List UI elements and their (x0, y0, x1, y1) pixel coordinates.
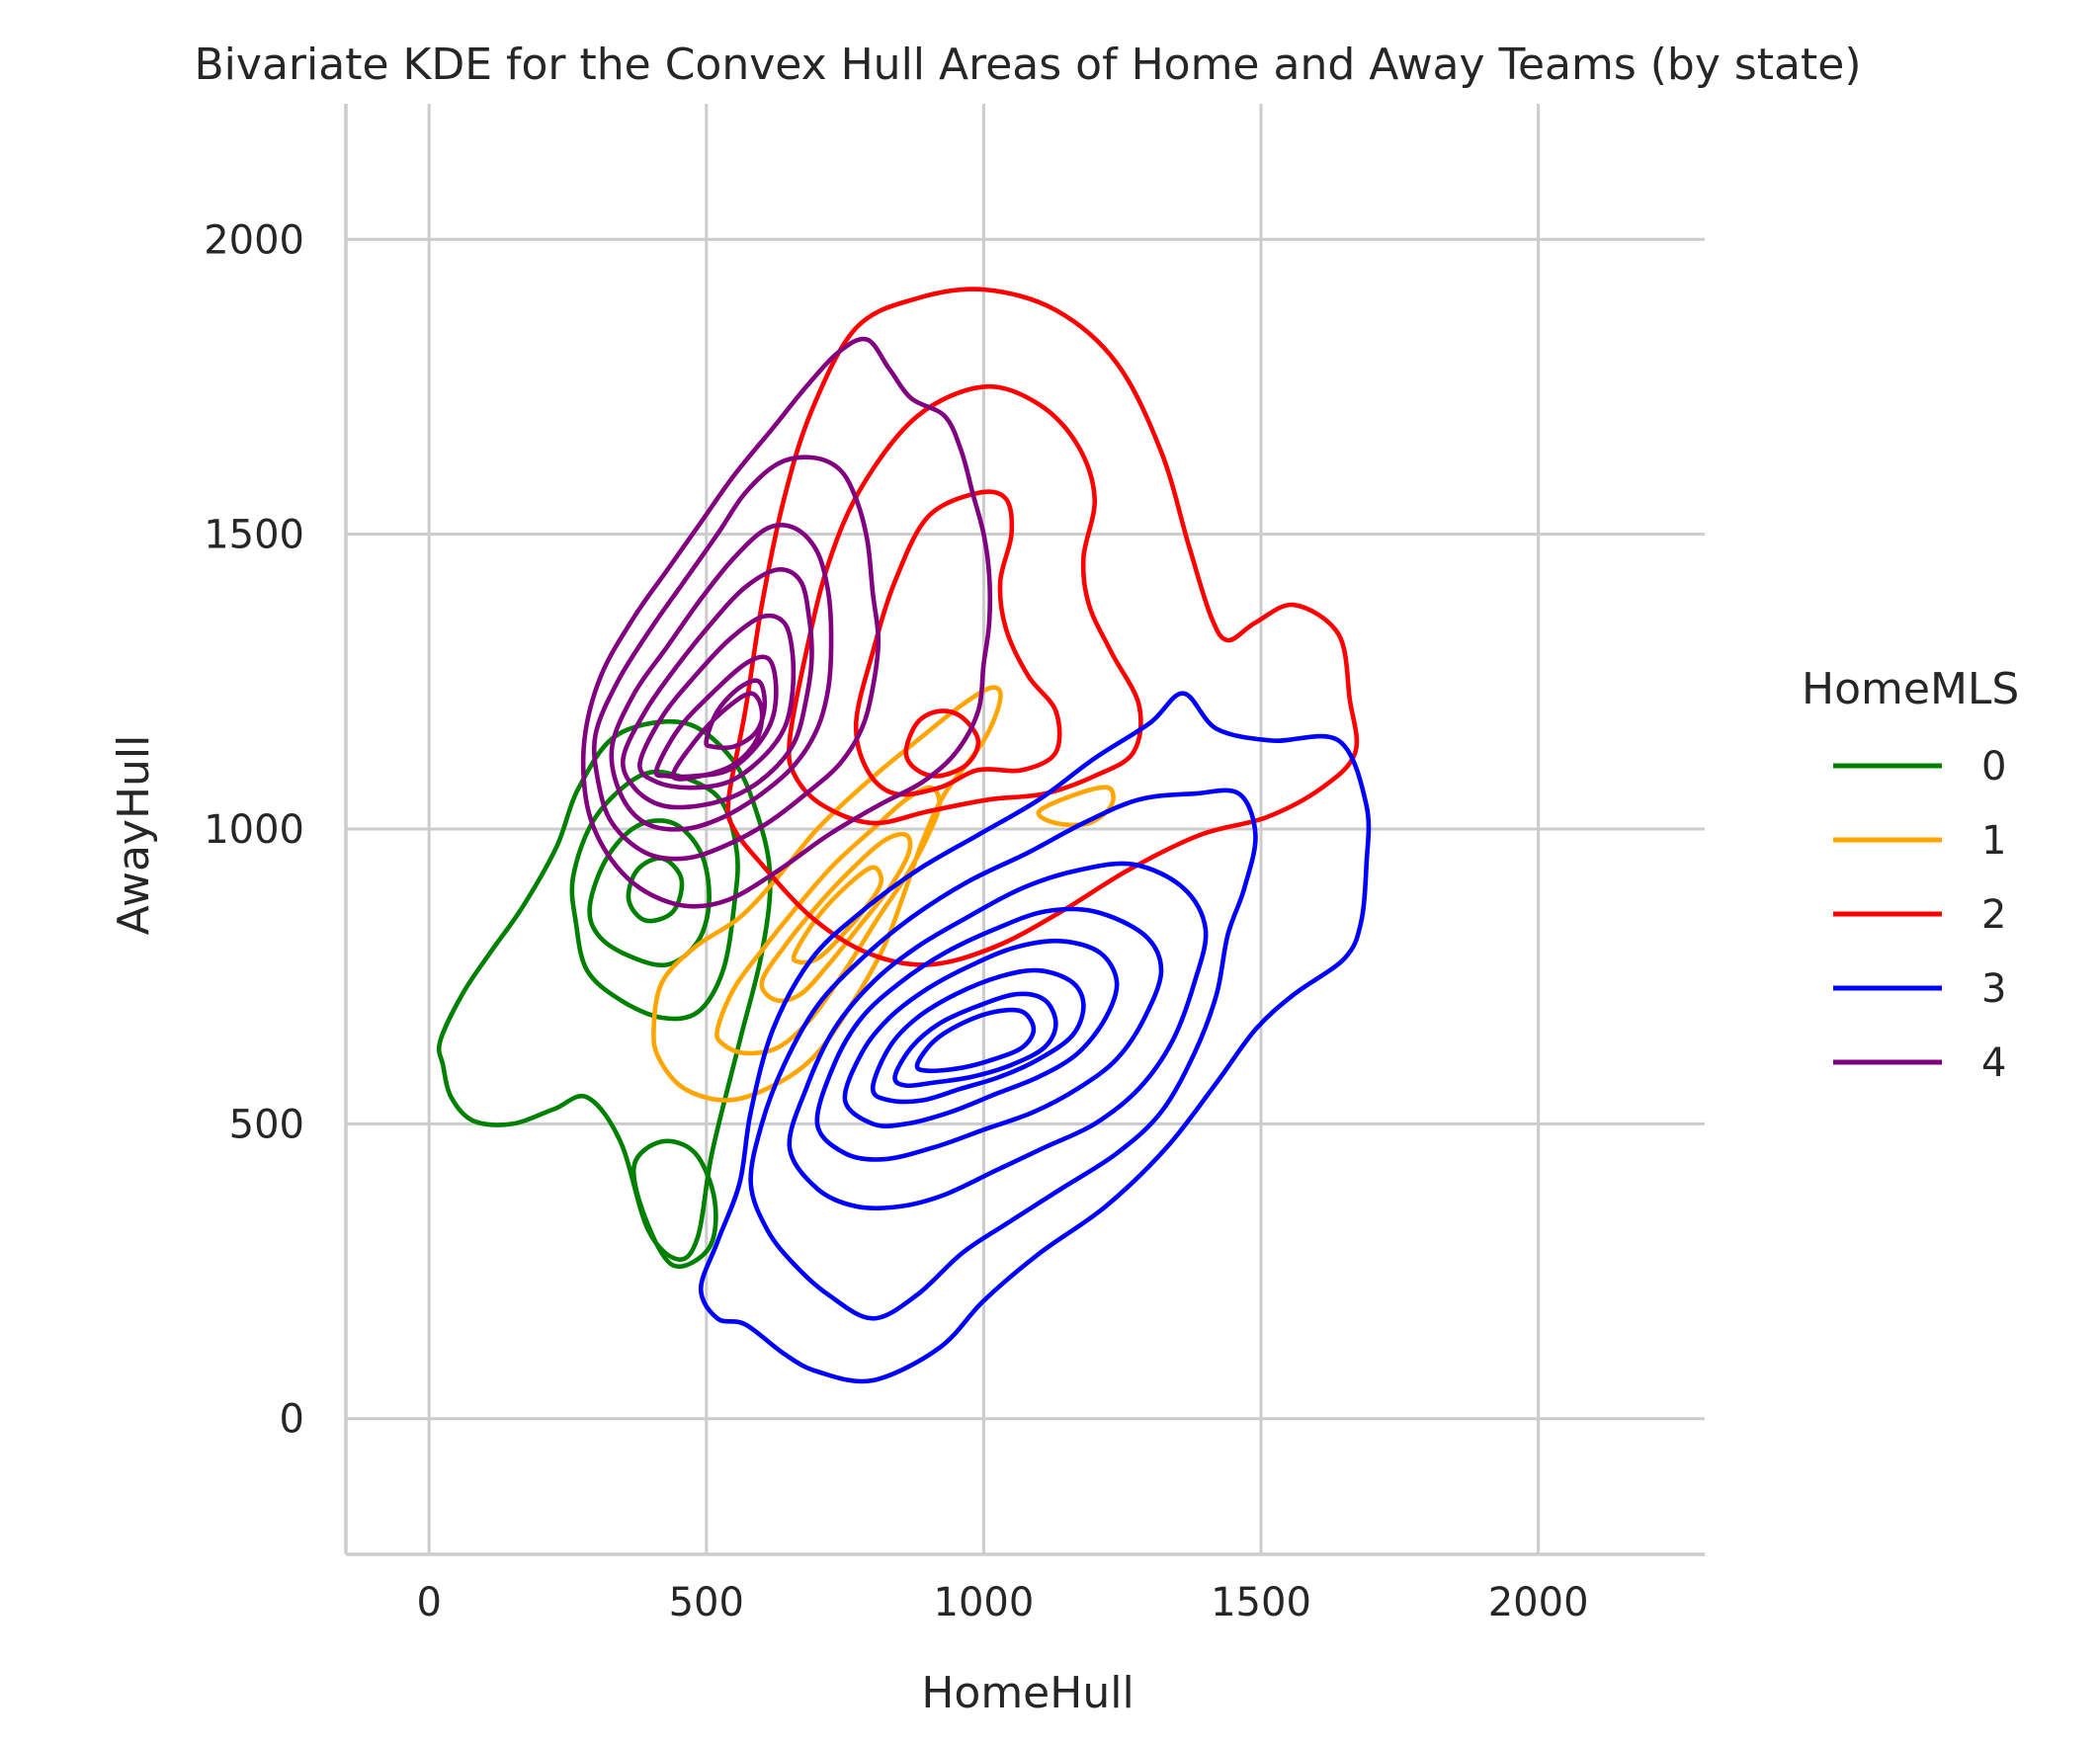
kde-contour-3-level-4 (814, 906, 1164, 1162)
kde-series-4 (580, 336, 993, 909)
kde-contour-4-level-7 (670, 691, 765, 782)
legend-items: 0 1 2 3 4 (1833, 744, 2006, 1086)
kde-contour-4-level-1 (580, 336, 993, 909)
legend-label-0: 0 (1981, 744, 2006, 789)
kde-contour-0-level-5 (630, 1138, 718, 1270)
tick-labels: 0 500 1000 1500 2000 0 500 1000 1500 2000 (204, 217, 1588, 1625)
x-tick-label: 1000 (934, 1580, 1035, 1625)
kde-contour-2-level-3 (853, 489, 1062, 797)
kde-contour-3-level-3 (787, 861, 1209, 1211)
legend-label-4: 4 (1981, 1040, 2006, 1086)
kde-contour-3-level-8 (914, 1007, 1037, 1074)
y-tick-label: 2000 (204, 217, 304, 263)
y-tick-label: 0 (280, 1397, 304, 1443)
kde-contour-4-level-3 (609, 523, 834, 832)
kde-contour-1-level-1 (651, 685, 1003, 1103)
kde-contour-0-level-4 (626, 856, 685, 924)
x-tick-label: 500 (669, 1580, 744, 1625)
legend-label-3: 3 (1981, 966, 2006, 1012)
y-tick-label: 1500 (204, 513, 304, 558)
x-tick-label: 1500 (1211, 1580, 1311, 1625)
x-axis-label: HomeHull (921, 1668, 1134, 1718)
kde-contour-2-level-2 (786, 383, 1143, 826)
legend: HomeMLS 0 1 2 3 4 (1802, 664, 2019, 1086)
kde-contour-2-level-1 (725, 287, 1360, 967)
legend-label-2: 2 (1981, 892, 2006, 938)
kde-contour-2-level-4 (903, 708, 981, 779)
legend-label-1: 1 (1981, 818, 2006, 864)
y-axis-label: AwayHull (109, 735, 159, 936)
grid (346, 104, 1705, 1554)
kde-contour-4-level-4 (620, 567, 814, 810)
kde-series-3 (698, 691, 1372, 1384)
axis-spines (344, 104, 1705, 1556)
kde-contour-3-level-2 (748, 788, 1258, 1321)
kde-series-0 (436, 718, 773, 1270)
kde-series-1 (651, 685, 1116, 1103)
x-tick-label: 0 (416, 1580, 441, 1625)
kde-series-2 (725, 287, 1360, 967)
kde-contour-1-level-2 (714, 785, 942, 1056)
kde-contour-4-level-8 (704, 678, 768, 751)
kde-contour-1-level-5 (1036, 785, 1116, 828)
x-tick-label: 2000 (1488, 1580, 1589, 1625)
kde-contour-1-level-3 (759, 831, 913, 1004)
kde-contour-0-level-1 (436, 718, 773, 1262)
kde-contour-4-level-5 (637, 613, 797, 790)
kde-contour-0-level-2 (569, 769, 740, 1022)
kde-contour-0-level-3 (587, 818, 712, 968)
kde-contour-3-level-1 (698, 691, 1372, 1384)
contour-plot-area (436, 287, 1372, 1384)
kde-contour-4-level-2 (591, 455, 882, 862)
chart-title: Bivariate KDE for the Convex Hull Areas … (195, 40, 1862, 90)
kde-contour-1-level-4 (791, 865, 884, 965)
y-tick-label: 1000 (204, 807, 304, 853)
y-tick-label: 500 (229, 1102, 304, 1147)
kde-contour-3-level-7 (892, 991, 1058, 1089)
legend-title: HomeMLS (1802, 664, 2019, 714)
kde-contour-3-level-6 (870, 967, 1086, 1105)
kde-contour-3-level-5 (842, 938, 1120, 1128)
